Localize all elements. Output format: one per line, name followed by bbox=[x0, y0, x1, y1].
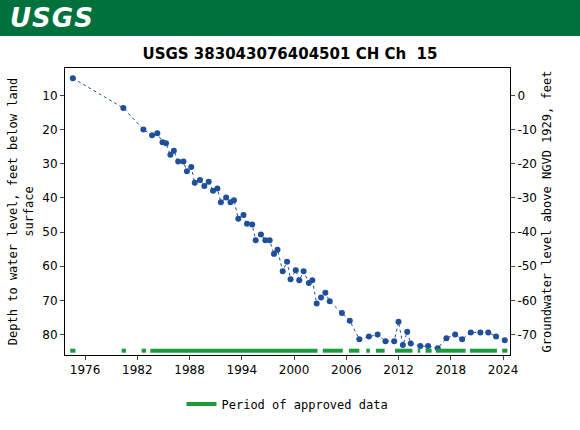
svg-text:-40: -40 bbox=[517, 225, 537, 239]
html-text:USGS: USGS bbox=[10, 3, 94, 33]
svg-text:2000: 2000 bbox=[279, 363, 310, 377]
svg-text:USGS 383043076404501 CH Ch 15: USGS 383043076404501 CH Ch 15 bbox=[143, 45, 438, 63]
svg-text:-10: -10 bbox=[517, 123, 537, 137]
svg-text:2018: 2018 bbox=[436, 363, 467, 377]
svg-text:Period of approved data: Period of approved data bbox=[222, 398, 388, 412]
svg-text:1988: 1988 bbox=[174, 363, 205, 377]
svg-text:-70: -70 bbox=[517, 328, 537, 342]
svg-text:Depth to water level, feet bel: Depth to water level, feet below landsur… bbox=[6, 78, 36, 345]
svg-text:1982: 1982 bbox=[122, 363, 153, 377]
svg-text:40: 40 bbox=[42, 191, 57, 205]
svg-text:Groundwater level above NGVD 1: Groundwater level above NGVD 1929, feet bbox=[540, 71, 554, 353]
svg-text:50: 50 bbox=[42, 225, 57, 239]
svg-text:2024: 2024 bbox=[488, 363, 519, 377]
svg-text:70: 70 bbox=[42, 294, 57, 308]
svg-text:1976: 1976 bbox=[70, 363, 101, 377]
svg-text:-20: -20 bbox=[517, 157, 537, 171]
svg-text:80: 80 bbox=[42, 328, 57, 342]
svg-text:-50: -50 bbox=[517, 259, 537, 273]
svg-text:60: 60 bbox=[42, 259, 57, 273]
svg-text:1994: 1994 bbox=[227, 363, 258, 377]
svg-text:0: 0 bbox=[517, 89, 525, 103]
svg-text:-30: -30 bbox=[517, 191, 537, 205]
svg-text:20: 20 bbox=[42, 123, 57, 137]
svg-text:10: 10 bbox=[42, 89, 57, 103]
svg-text:30: 30 bbox=[42, 157, 57, 171]
svg-text:2006: 2006 bbox=[331, 363, 362, 377]
svg-text:-60: -60 bbox=[517, 294, 537, 308]
svg-text:2012: 2012 bbox=[383, 363, 414, 377]
